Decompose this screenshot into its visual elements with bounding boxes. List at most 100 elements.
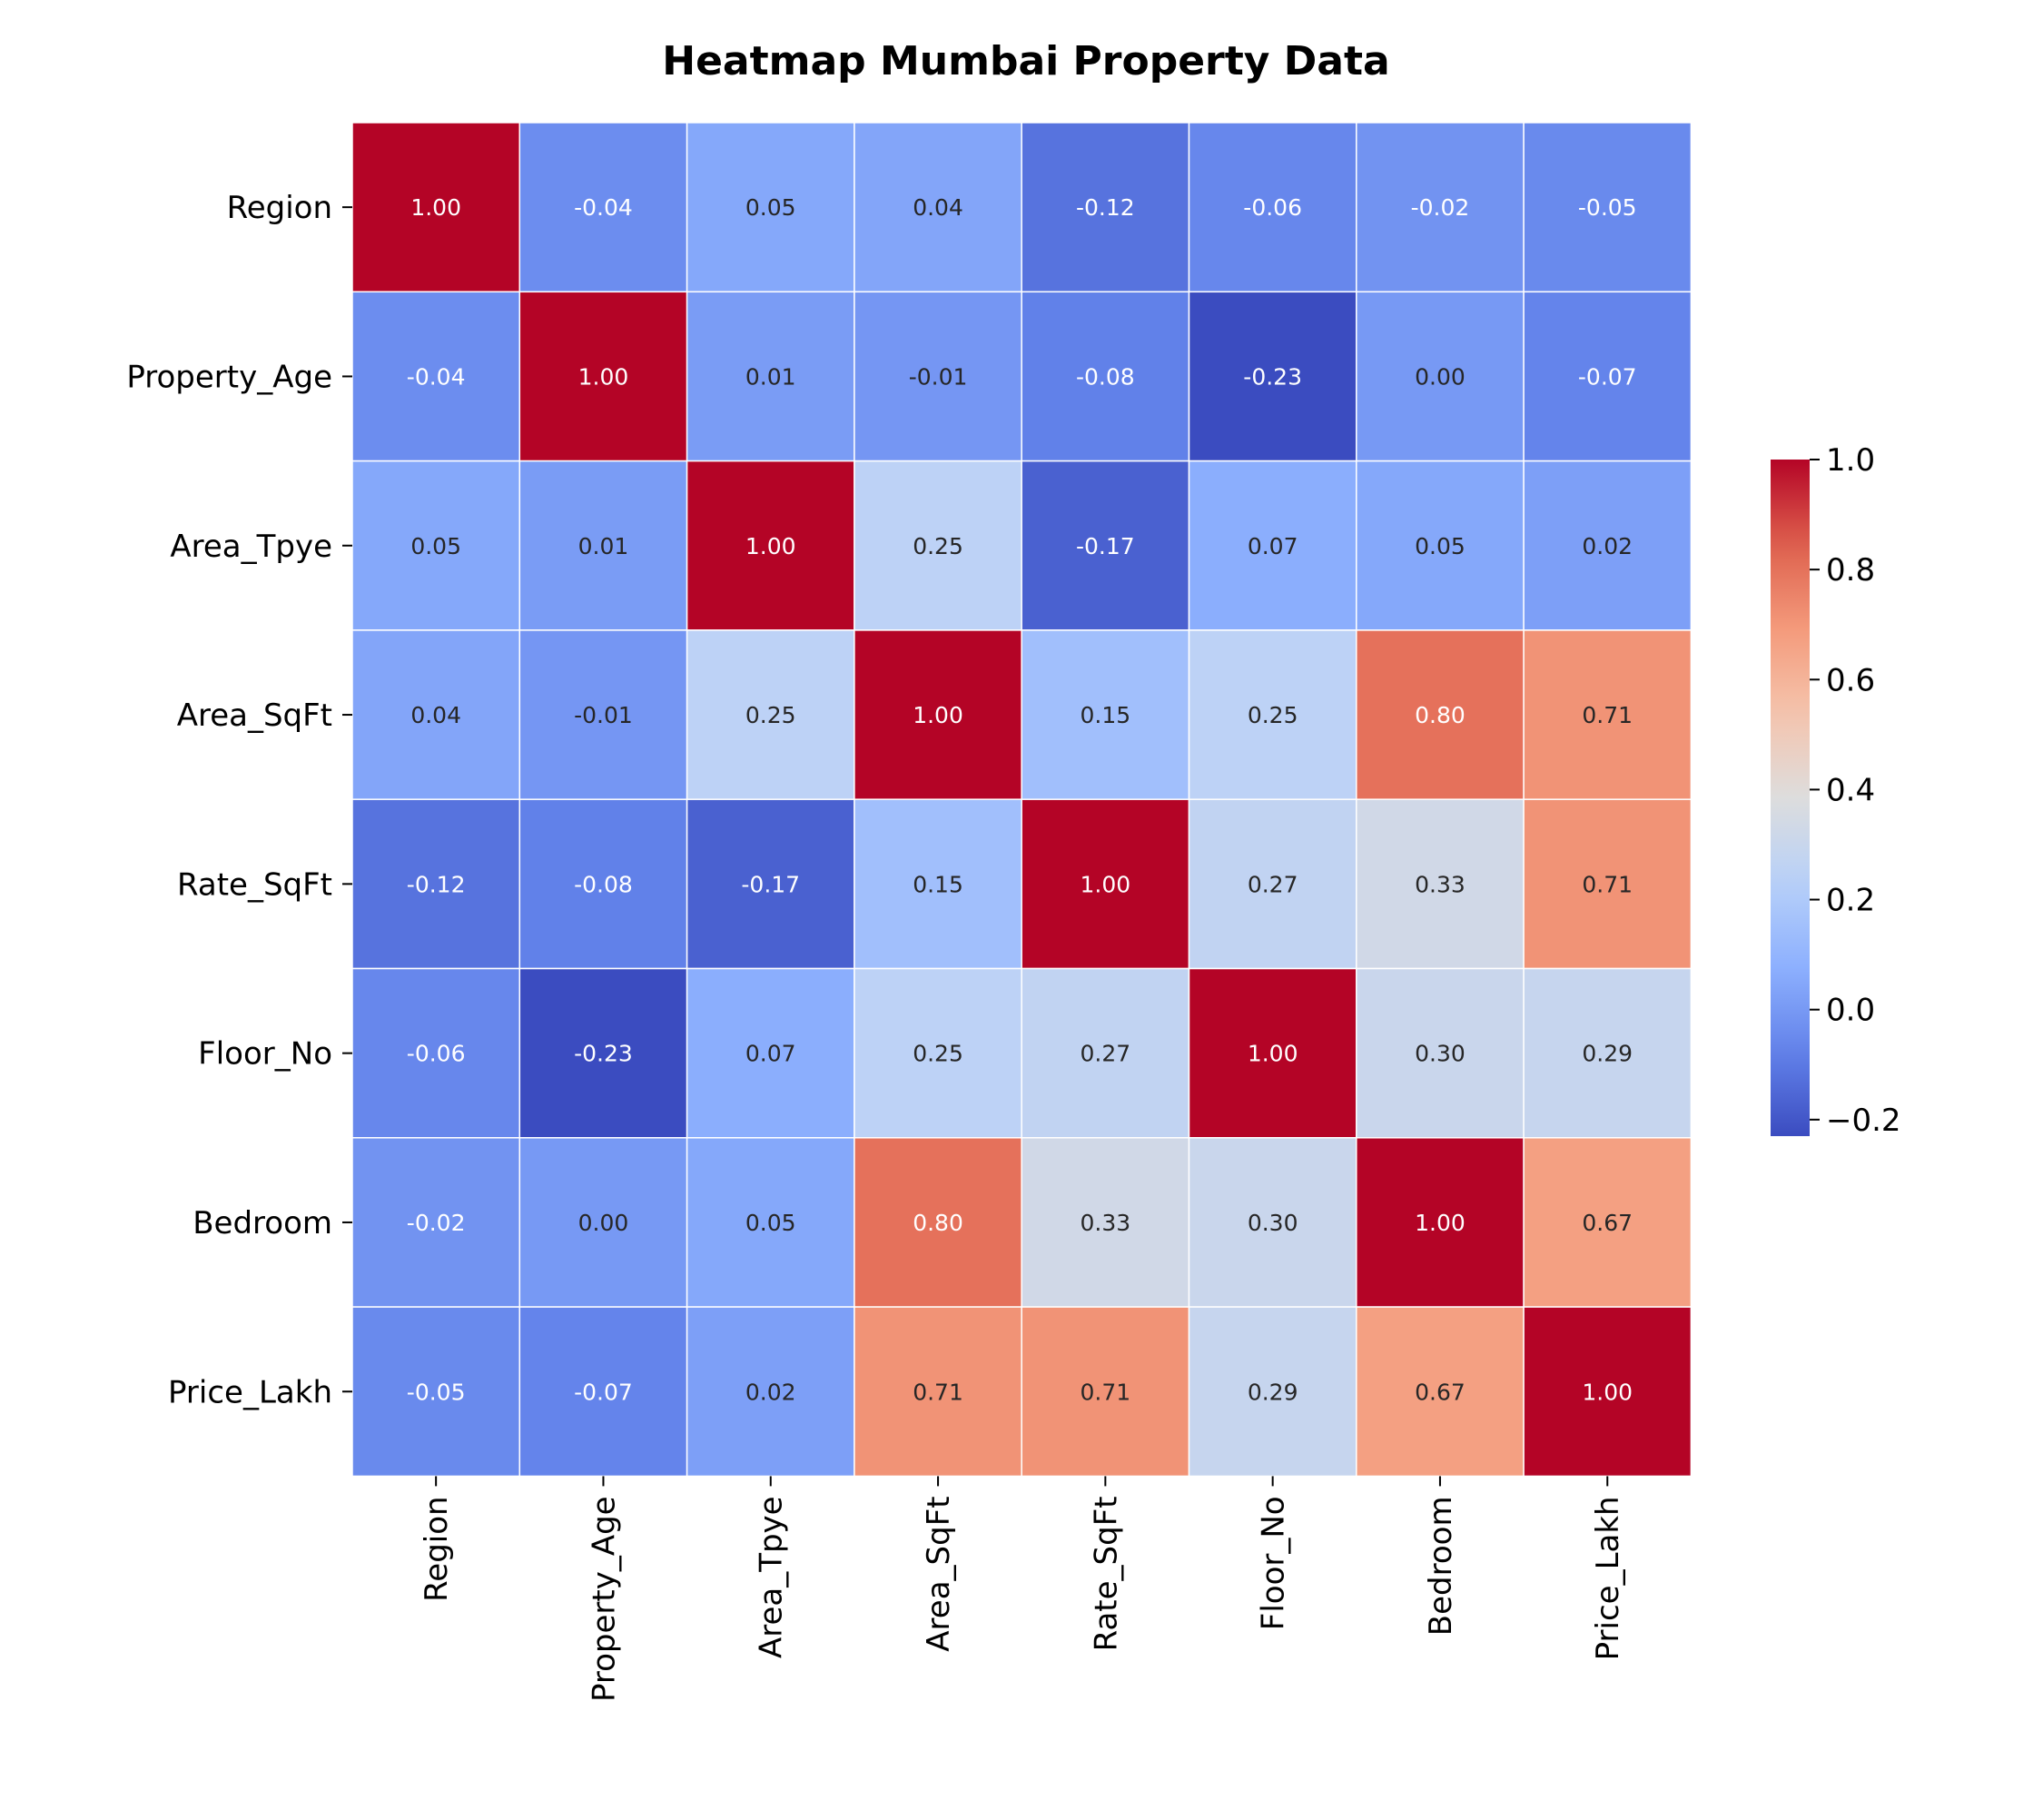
heatmap-cell — [1021, 291, 1190, 462]
heatmap-cell — [518, 122, 688, 293]
cell-value-label: 0.71 — [913, 1379, 963, 1405]
heatmap-cell — [1523, 291, 1693, 462]
cell-value-label: -0.01 — [909, 363, 968, 390]
heatmap-cell — [686, 460, 855, 631]
colorbar-tick-label: 1.0 — [1826, 442, 1875, 479]
colorbar-tick-label: −0.2 — [1826, 1103, 1901, 1139]
cell-value-label: 0.71 — [1582, 871, 1633, 897]
cell-value-label: 0.15 — [913, 871, 963, 897]
heatmap-cell — [854, 1306, 1022, 1478]
row-label: Floor_No — [198, 1036, 332, 1073]
heatmap-cell — [686, 1306, 855, 1478]
heatmap-cell — [1021, 967, 1190, 1139]
cell-value-label: -0.06 — [407, 1041, 466, 1067]
heatmap-cell — [686, 798, 855, 970]
cell-value-label: 0.07 — [1248, 533, 1298, 559]
cell-value-label: 1.00 — [578, 363, 629, 390]
cell-value-label: 0.25 — [913, 1041, 963, 1067]
heatmap-cell — [1188, 798, 1357, 970]
heatmap-cell — [1021, 460, 1190, 631]
row-label: Area_Tpye — [170, 529, 332, 565]
heatmap-cell — [1188, 629, 1357, 800]
column-label: Area_Tpye — [754, 1496, 790, 1658]
heatmap-cell — [1188, 1137, 1357, 1308]
row-label: Rate_SqFt — [177, 866, 332, 903]
cell-value-label: 1.00 — [745, 533, 796, 559]
column-labels: Region Property_Age Area_Tpye Area_SqFt Rate… — [419, 1476, 1626, 1702]
heatmap-cell — [854, 460, 1022, 631]
column-label: Bedroom — [1423, 1496, 1459, 1636]
cell-value-label: -0.12 — [407, 871, 466, 897]
cell-value-label: 0.25 — [745, 702, 796, 728]
heatmap-cell — [1356, 122, 1525, 293]
heatmap-cell — [518, 1306, 688, 1478]
cell-value-label: 0.27 — [1248, 871, 1298, 897]
heatmap-cell — [518, 291, 688, 462]
cell-value-label: 0.33 — [1081, 1210, 1131, 1236]
cell-value-label: 1.00 — [913, 702, 963, 728]
colorbar-gradient — [1771, 460, 1810, 1136]
cell-value-label: -0.02 — [1411, 194, 1470, 221]
cell-value-label: -0.23 — [574, 1041, 633, 1067]
heatmap-cell — [1523, 1137, 1693, 1308]
colorbar-tick-label: 0.0 — [1826, 993, 1875, 1029]
cell-value-label: -0.04 — [574, 194, 633, 221]
cell-value-label: 0.30 — [1415, 1041, 1466, 1067]
heatmap-cell — [351, 798, 521, 970]
cell-value-label: 0.71 — [1582, 702, 1633, 728]
heatmap-cell — [1188, 967, 1357, 1139]
cell-value-label: 0.00 — [578, 1210, 629, 1236]
colorbar: −0.2 0.0 0.2 0.4 0.6 0.8 1.0 — [1771, 442, 1901, 1139]
heatmap-cell — [854, 291, 1022, 462]
heatmap-cell — [518, 1137, 688, 1308]
heatmap-cell — [1356, 1306, 1525, 1478]
cell-value-label: -0.05 — [407, 1379, 466, 1405]
heatmap-cell — [518, 967, 688, 1139]
heatmap-cell — [1356, 967, 1525, 1139]
heatmap-cell — [1356, 291, 1525, 462]
heatmap-cell — [351, 122, 521, 293]
heatmap-cell — [1523, 122, 1693, 293]
cell-value-label: 0.04 — [410, 702, 461, 728]
cell-value-label: 0.29 — [1582, 1041, 1633, 1067]
colorbar-tick-label: 0.4 — [1826, 772, 1875, 808]
cell-value-label: 0.05 — [410, 533, 461, 559]
cell-value-label: -0.05 — [1578, 194, 1637, 221]
heatmap-cell — [1356, 798, 1525, 970]
cell-value-label: -0.01 — [574, 702, 633, 728]
heatmap-cell — [518, 629, 688, 800]
heatmap-cell — [1356, 629, 1525, 800]
cell-value-label: 0.33 — [1415, 871, 1466, 897]
cell-value-label: 1.00 — [1582, 1379, 1633, 1405]
heatmap-cell — [1523, 1306, 1693, 1478]
heatmap-cell — [686, 122, 855, 293]
heatmap-cell — [1188, 1306, 1357, 1478]
heatmap-cell — [351, 967, 521, 1139]
colorbar-tick-label: 0.2 — [1826, 883, 1875, 919]
cell-value-label: -0.17 — [1076, 533, 1135, 559]
cell-value-label: 0.15 — [1081, 702, 1131, 728]
cell-value-label: 0.67 — [1582, 1210, 1633, 1236]
heatmap-cell — [1021, 1137, 1190, 1308]
cell-value-label: 0.25 — [1248, 702, 1298, 728]
heatmap-cell — [686, 967, 855, 1139]
row-label: Area_SqFt — [177, 697, 332, 734]
row-label: Bedroom — [192, 1205, 332, 1241]
heatmap-cell — [854, 967, 1022, 1139]
cell-value-label: 0.02 — [1582, 533, 1633, 559]
heatmap-cells: 1.00 -0.04 0.05 0.04 -0.12 -0.06 -0.02 -0.05 -0.… — [351, 122, 1693, 1478]
row-label: Property_Age — [126, 359, 332, 395]
cell-value-label: -0.06 — [1243, 194, 1302, 221]
heatmap-cell — [1356, 460, 1525, 631]
heatmap-cell — [1523, 629, 1693, 800]
cell-value-label: 0.25 — [913, 533, 963, 559]
heatmap-cell — [351, 460, 521, 631]
cell-value-label: -0.17 — [741, 871, 800, 897]
column-label: Region — [419, 1496, 455, 1601]
row-label: Price_Lakh — [168, 1374, 332, 1410]
cell-value-label: -0.08 — [1076, 363, 1135, 390]
chart-title: Heatmap Mumbai Property Data — [662, 38, 1389, 84]
row-labels: Region Property_Age Area_Tpye Area_SqFt Rate… — [126, 190, 352, 1410]
cell-value-label: 0.71 — [1081, 1379, 1131, 1405]
